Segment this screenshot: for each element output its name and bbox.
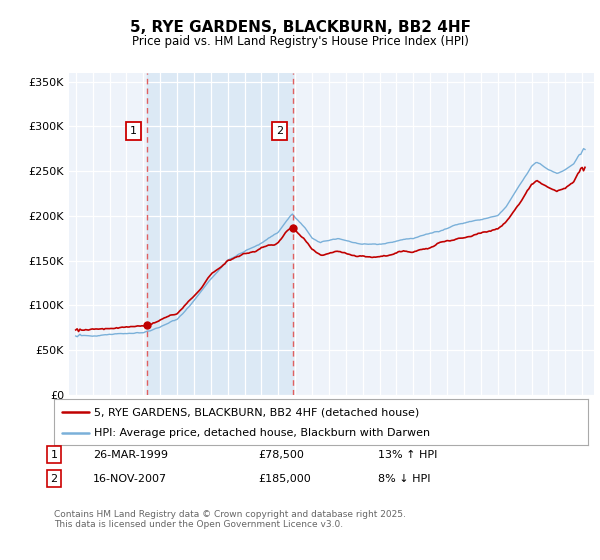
Text: £78,500: £78,500 bbox=[258, 450, 304, 460]
Text: 5, RYE GARDENS, BLACKBURN, BB2 4HF: 5, RYE GARDENS, BLACKBURN, BB2 4HF bbox=[130, 20, 470, 35]
Bar bbox=[147, 73, 293, 395]
Text: 2: 2 bbox=[50, 474, 58, 484]
Text: 1: 1 bbox=[130, 126, 137, 136]
Text: 16-NOV-2007: 16-NOV-2007 bbox=[93, 474, 167, 484]
Text: Price paid vs. HM Land Registry's House Price Index (HPI): Price paid vs. HM Land Registry's House … bbox=[131, 35, 469, 48]
Text: 2: 2 bbox=[276, 126, 283, 136]
Text: 5, RYE GARDENS, BLACKBURN, BB2 4HF (detached house): 5, RYE GARDENS, BLACKBURN, BB2 4HF (deta… bbox=[94, 407, 419, 417]
Text: £185,000: £185,000 bbox=[258, 474, 311, 484]
Text: Contains HM Land Registry data © Crown copyright and database right 2025.
This d: Contains HM Land Registry data © Crown c… bbox=[54, 510, 406, 529]
Text: 13% ↑ HPI: 13% ↑ HPI bbox=[378, 450, 437, 460]
Text: HPI: Average price, detached house, Blackburn with Darwen: HPI: Average price, detached house, Blac… bbox=[94, 428, 430, 438]
Text: 26-MAR-1999: 26-MAR-1999 bbox=[93, 450, 168, 460]
Text: 8% ↓ HPI: 8% ↓ HPI bbox=[378, 474, 431, 484]
Text: 1: 1 bbox=[50, 450, 58, 460]
